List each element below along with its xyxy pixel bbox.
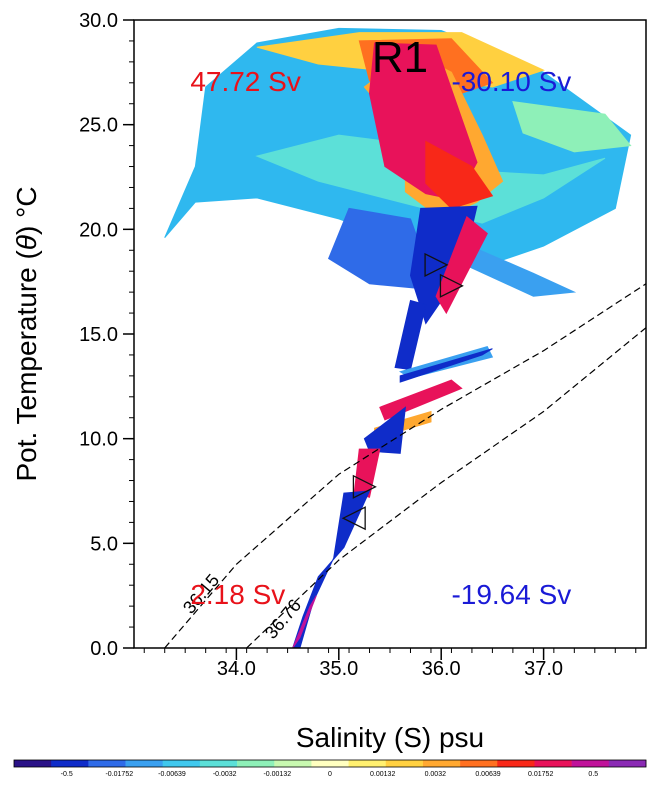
colorbar-swatch [608,760,647,767]
colorbar-label: -0.00639 [158,771,186,778]
x-tick-label: 34.0 [217,658,256,680]
transport-labels: 47.72 Sv -30.10 Sv 2.18 Sv -19.64 Sv [190,66,571,610]
y-axis-title: Pot. Temperature (θ) °C [11,186,42,481]
x-tick-label: 36.0 [422,658,461,680]
chart-title: R1 [372,33,428,82]
transport-value-label: 2.18 Sv [190,579,285,610]
colorbar-label: -0.0032 [213,771,237,778]
colorbar-label: -0.00132 [263,771,291,778]
colorbar-swatch [162,760,201,767]
y-tick-label: 5.0 [90,533,118,555]
colorbar-swatch [534,760,572,767]
transport-arrow [439,273,464,298]
colorbar-label: 0.00639 [475,771,500,778]
colorbar-label: -0.5 [61,771,73,778]
colorbar-swatch [88,760,126,767]
density-region [292,490,371,648]
transport-arrow [352,474,377,499]
colorbar-label: 0.00132 [370,771,395,778]
colorbar-label: 0.01752 [528,771,553,778]
colorbar-label: 0.0032 [425,771,447,778]
colorbar-swatch [14,760,52,767]
y-tick-label: 0.0 [90,638,118,660]
colorbar-swatch [51,760,89,767]
density-region [425,140,494,209]
density-region [363,406,407,454]
density-contour-line [246,327,646,648]
y-tick-labels: 0.0 5.0 10.0 15.0 20.0 25.0 30.0 [79,10,118,660]
x-tick-label: 37.0 [524,658,563,680]
density-region [435,215,488,315]
colorbar-label: 0.5 [588,771,598,778]
transport-arrows [341,252,464,531]
colorbar-swatch [311,760,349,767]
colorbar-swatch [274,760,312,767]
density-region [327,207,437,291]
colorbar-swatch [497,760,535,767]
y-tick-label: 30.0 [79,10,118,32]
transport-arrow [424,252,449,277]
transport-value-label: -19.64 Sv [451,579,571,610]
density-region [292,595,317,648]
density-contour-line [164,283,646,648]
density-region [353,448,381,498]
density-region [512,100,632,153]
axis-ticks [123,19,637,660]
colorbar [13,759,647,768]
transport-value-label: -30.10 Sv [451,66,571,97]
x-tick-labels: 34.0 35.0 36.0 37.0 [217,658,563,680]
density-region [399,348,493,383]
colorbar-swatch [348,760,387,767]
colorbar-swatch [460,760,498,767]
x-axis-title: Salinity (S) psu [296,722,484,753]
colorbar-swatch [199,760,238,767]
colorbar-swatch [571,760,610,767]
colorbar-label: 0 [328,771,332,778]
colorbar-swatch [385,760,424,767]
y-tick-label: 25.0 [79,115,118,137]
transport-arrow [341,506,366,531]
x-tick-label: 35.0 [319,658,358,680]
colorbar-swatch [125,760,164,767]
colorbar-swatch [422,760,461,767]
y-tick-label: 10.0 [79,429,118,451]
colorbar-swatch [237,760,275,767]
y-tick-label: 15.0 [79,324,118,346]
transport-value-label: 47.72 Sv [190,66,301,97]
colorbar-labels: -0.5 -0.01752 -0.00639 -0.0032 -0.00132 0 0.00… [61,771,599,778]
y-tick-label: 20.0 [79,219,118,241]
scatter-density-layer [164,27,632,648]
colorbar-frame [13,759,647,768]
colorbar-label: -0.01752 [105,771,133,778]
density-region [379,379,463,421]
